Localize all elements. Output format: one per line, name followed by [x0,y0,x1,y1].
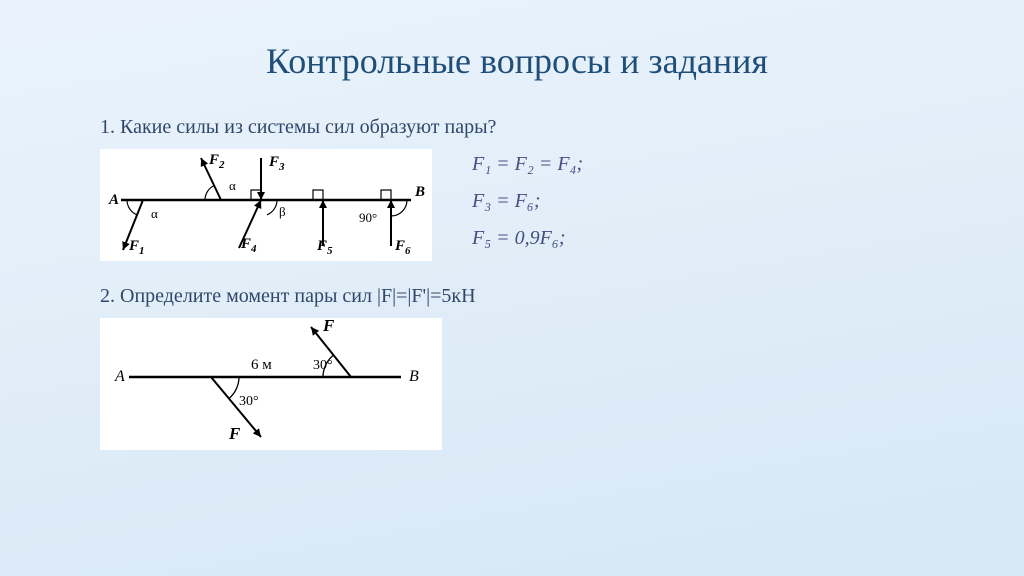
svg-text:B: B [414,184,425,200]
svg-text:A: A [108,192,119,208]
figure-2-svg: AB6 м30°F30°F′ [101,319,441,449]
svg-text:A: A [114,368,125,385]
figure-1-svg: ABF1αF2αF3F4βF5F690° [101,150,431,260]
svg-text:B: B [409,368,419,385]
svg-text:F: F [228,424,241,443]
eq-1: F₁ = F₂ = F₄; [472,153,583,176]
eq-3: F₅ = 0,9F₆; [472,227,583,250]
svg-text:6 м: 6 м [251,357,272,373]
svg-text:α: α [151,206,158,221]
slide: Контрольные вопросы и задания 1. Какие с… [0,0,1024,576]
svg-text:90°: 90° [359,210,377,225]
row-q1: ABF1αF2αF3F4βF5F690° F₁ = F₂ = F₄; F₃ = … [100,149,934,261]
figure-1: ABF1αF2αF3F4βF5F690° [100,149,432,261]
figure-2: AB6 м30°F30°F′ [100,318,442,450]
slide-title: Контрольные вопросы и задания [100,40,934,82]
svg-text:30°: 30° [239,394,259,409]
svg-text:β: β [279,204,286,219]
svg-text:30°: 30° [313,358,333,373]
eq-2: F₃ = F₆; [472,190,583,213]
question-1: 1. Какие силы из системы сил образуют па… [100,116,934,139]
question-2: 2. Определите момент пары сил |F|=|F'|=5… [100,285,934,308]
equations: F₁ = F₂ = F₄; F₃ = F₆; F₅ = 0,9F₆; [472,149,583,250]
svg-text:α: α [229,178,236,193]
